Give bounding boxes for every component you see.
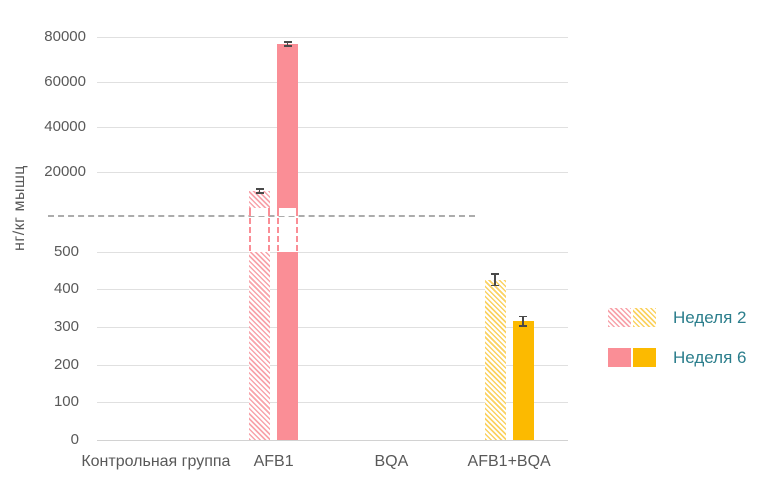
axis-break-line (48, 215, 475, 217)
x-category-label: AFB1+BQA (467, 453, 551, 470)
error-bar-cap-top (283, 41, 292, 43)
gridline-20000 (97, 172, 568, 174)
x-category-label: Контрольная группа (81, 453, 231, 470)
gridline-300 (97, 326, 568, 328)
error-bar-cap-top (255, 188, 264, 190)
y-tick-label: 400 (53, 280, 79, 298)
gridline-60000 (97, 82, 568, 84)
gridline-0 (97, 440, 568, 441)
legend-swatch-yellow-hatched (633, 308, 656, 327)
y-tick-label: 40000 (44, 118, 86, 136)
bar-AFB1-Неделя 2-lower (249, 251, 271, 440)
error-bar-cap-bottom (283, 45, 292, 47)
legend-item-week2: Неделя 2 (608, 308, 746, 327)
error-bar-line (494, 274, 496, 286)
y-tick-label: 500 (53, 242, 79, 260)
gridline-80000 (97, 37, 568, 39)
legend-swatch-pink-hatched (608, 308, 631, 327)
error-bar-cap-bottom (519, 325, 528, 327)
gridline-500 (97, 251, 568, 253)
bar-AFB1-Неделя 6-break-gap (277, 217, 299, 251)
error-bar-line (258, 188, 261, 193)
y-tick-label: 300 (53, 317, 79, 335)
gridline-40000 (97, 127, 568, 129)
x-category-label: BQA (374, 453, 409, 470)
error-bar-cap-top (519, 315, 528, 318)
gridline-400 (97, 289, 568, 291)
gridline-200 (97, 364, 568, 366)
bar-AFB1+BQA-Неделя 2 (484, 279, 506, 440)
error-bar-cap-bottom (255, 192, 264, 194)
bar-AFB1-Неделя 6-notch (277, 208, 299, 216)
y-tick-label: 0 (70, 431, 79, 448)
error-bar-line (286, 42, 289, 47)
x-category-label: AFB1 (253, 453, 294, 470)
legend-label-week6: Неделя 6 (673, 347, 747, 367)
error-bar-cap-bottom (491, 284, 500, 287)
legend-swatch-yellow-solid (633, 348, 656, 367)
legend-swatch-pink-solid (608, 348, 631, 367)
bar-AFB1-Неделя 6-lower (277, 251, 299, 440)
legend: Неделя 2 Неделя 6 (608, 308, 746, 388)
error-bar-cap-top (491, 273, 500, 275)
bar-AFB1-Неделя 2-notch (249, 208, 271, 216)
y-tick-label: 200 (53, 355, 79, 373)
gridline-100 (97, 402, 568, 404)
legend-item-week6: Неделя 6 (608, 348, 746, 367)
bar-AFB1-Неделя 6-upper (277, 44, 299, 208)
y-tick-label: 60000 (44, 73, 86, 91)
y-tick-label: 100 (53, 393, 79, 411)
bar-AFB1+BQA-Неделя 6 (512, 321, 534, 440)
y-tick-label: 80000 (44, 28, 86, 46)
y-tick-label: 20000 (44, 163, 86, 181)
legend-label-week2: Неделя 2 (673, 307, 747, 327)
bar-AFB1-Неделя 2-upper (249, 190, 271, 208)
error-bar-line (522, 316, 524, 327)
bar-AFB1-Неделя 2-break-gap (249, 217, 271, 251)
